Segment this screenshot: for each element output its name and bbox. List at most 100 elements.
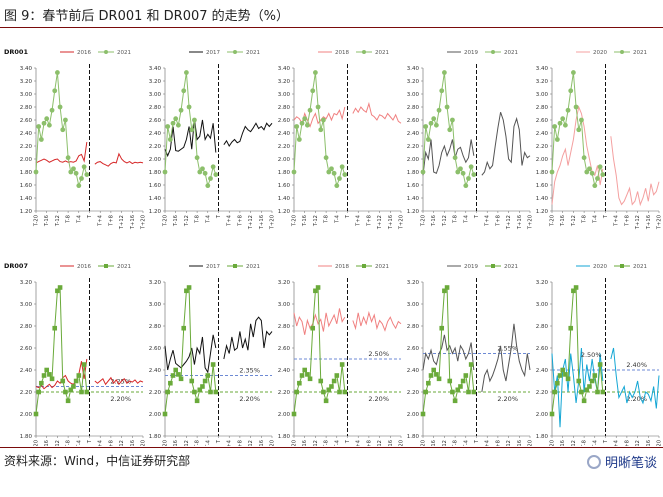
data-point-2021 <box>192 389 197 395</box>
data-point-2021 <box>33 169 39 175</box>
data-point-2021 <box>563 372 568 377</box>
legend-marker-2021 <box>620 264 624 268</box>
x-tick-label: T-4 <box>463 439 469 446</box>
ref-label-2.20%: 2.20% <box>239 395 260 403</box>
x-tick-label: T-16 <box>173 440 179 446</box>
data-point-2021 <box>439 88 445 94</box>
x-tick-label: T-20 <box>163 440 169 446</box>
x-tick-label: T+20 <box>657 440 663 446</box>
data-point-2021 <box>329 166 334 172</box>
y-tick-label: 1.20 <box>407 209 420 215</box>
x-tick-label: T+4 <box>485 439 491 446</box>
data-point-2021 <box>581 398 587 404</box>
data-point-2021 <box>339 164 345 170</box>
data-point-2021 <box>444 285 450 290</box>
y-tick-label: 2.80 <box>407 324 420 330</box>
y-tick-label: 2.60 <box>536 346 549 352</box>
bottom-divider <box>0 447 663 448</box>
series-line-2020 <box>551 105 604 205</box>
series-line-2018 <box>352 310 402 332</box>
x-tick-label: T-8 <box>195 440 201 446</box>
series-line-2021 <box>35 286 88 415</box>
data-point-2021 <box>49 376 55 382</box>
y-tick-label: 3.00 <box>278 302 291 308</box>
y-tick-label: 1.80 <box>149 170 162 176</box>
data-point-2021 <box>68 169 74 175</box>
y-tick-label: 1.60 <box>407 183 420 189</box>
legend-marker-2021 <box>362 264 366 268</box>
x-tick-label: T+8 <box>495 215 501 227</box>
ref-label-2.40%: 2.40% <box>626 361 647 369</box>
x-tick-label: T-12 <box>442 440 448 446</box>
legend-label-2021: 2021 <box>375 50 389 56</box>
data-point-2021 <box>573 285 579 290</box>
data-point-2021 <box>57 285 63 290</box>
x-tick-label: T+8 <box>237 215 243 227</box>
data-point-2021 <box>84 389 90 395</box>
legend-label-2020: 2020 <box>593 264 607 270</box>
x-tick-label: T-12 <box>55 440 61 446</box>
y-tick-label: 2.20 <box>20 144 33 150</box>
legend-label-2021: 2021 <box>504 50 518 56</box>
y-tick-label: 1.60 <box>278 183 291 189</box>
data-point-2021 <box>165 124 171 129</box>
y-tick-label: 2.60 <box>149 118 162 124</box>
x-tick-label: T-8 <box>195 215 201 224</box>
y-tick-label: 1.80 <box>536 170 549 176</box>
x-tick-label: T+8 <box>624 215 630 227</box>
y-tick-label: 2.40 <box>149 368 162 374</box>
x-tick-label: T-4 <box>463 214 469 224</box>
data-point-2021 <box>463 183 469 189</box>
x-tick-label: T-20 <box>292 440 298 446</box>
data-point-2021 <box>557 120 563 126</box>
top-divider <box>0 27 663 28</box>
x-tick-label: T-12 <box>313 440 319 446</box>
series-line-2021 <box>293 286 346 415</box>
series-line-2017 <box>223 316 273 360</box>
y-tick-label: 3.20 <box>536 79 549 85</box>
data-point-2021 <box>428 120 434 126</box>
data-point-2021 <box>439 325 445 331</box>
data-point-2021 <box>184 288 189 294</box>
x-tick-label: T-16 <box>302 215 308 227</box>
x-tick-label: T+4 <box>614 439 620 446</box>
data-point-2021 <box>38 137 44 142</box>
x-tick-label: T+8 <box>495 440 501 446</box>
series-line-2019 <box>481 112 531 176</box>
ref-label-2.20%: 2.20% <box>497 395 518 403</box>
x-tick-label: T-16 <box>44 215 50 227</box>
y-tick-label: 2.20 <box>149 390 162 396</box>
data-point-2021 <box>431 367 436 373</box>
data-point-2021 <box>60 127 66 133</box>
x-tick-label: T+12 <box>635 215 641 230</box>
data-point-2021 <box>39 380 44 386</box>
series-line-2016 <box>94 376 144 386</box>
chart-panel-dr007-5: 2020 2021 1.80 2.00 2.20 2.40 2.60 2.80 3.00 3.20… <box>536 264 663 446</box>
data-point-2021 <box>420 169 426 175</box>
legend-label-2021: 2021 <box>633 50 647 56</box>
y-tick-label: 3.20 <box>536 280 549 286</box>
y-tick-label: 3.00 <box>407 92 420 98</box>
data-point-2021 <box>197 169 203 175</box>
data-point-2021 <box>592 373 598 378</box>
chart-panel-dr007-2: 2017 2021 1.80 2.00 2.20 2.40 2.60 2.80 3.00 3.20… <box>149 264 276 446</box>
y-tick-label: 3.40 <box>407 66 420 72</box>
x-tick-label: T-16 <box>431 215 437 227</box>
data-point-2021 <box>194 398 200 404</box>
data-point-2021 <box>36 124 42 129</box>
data-point-2021 <box>313 288 318 294</box>
legend-label-2021: 2021 <box>117 264 131 270</box>
data-point-2021 <box>36 389 41 395</box>
data-point-2021 <box>170 120 176 126</box>
chart-panel-dr001-4: 2019 2021 1.20 1.40 1.60 1.80 2.00 2.20 2.40 2.60… <box>407 50 534 230</box>
y-tick-label: 2.80 <box>278 105 291 111</box>
x-tick-label: T-16 <box>173 215 179 227</box>
data-point-2021 <box>175 122 181 128</box>
y-tick-label: 2.80 <box>407 105 420 111</box>
y-tick-label: 2.00 <box>536 412 549 418</box>
y-tick-label: 3.00 <box>536 92 549 98</box>
legend-label-2017: 2017 <box>206 264 220 270</box>
data-point-2021 <box>318 127 324 133</box>
data-point-2021 <box>584 387 590 393</box>
x-tick-label: T-8 <box>324 440 330 446</box>
